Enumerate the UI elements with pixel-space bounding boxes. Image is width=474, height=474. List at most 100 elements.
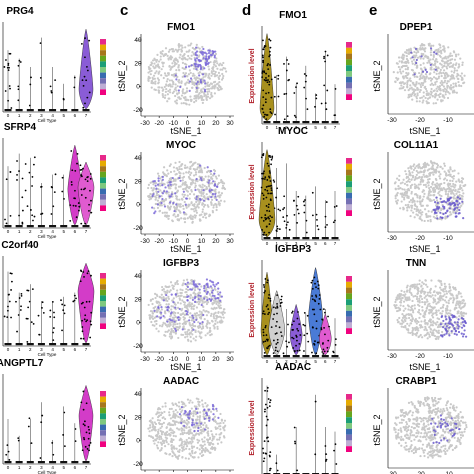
legend-d-swatch: [346, 198, 352, 205]
legend-d-swatch: [346, 71, 352, 77]
cell-dot: [263, 457, 266, 460]
cell-point-grey: [412, 54, 416, 57]
y-axis-label: Expression level: [249, 48, 256, 103]
cell-point-expressing: [157, 306, 160, 309]
cell-point-grey: [445, 65, 448, 68]
cell-point-grey: [178, 444, 181, 447]
cell-point-grey: [443, 324, 446, 327]
cell-point-expressing: [195, 318, 198, 321]
cell-point-grey: [219, 68, 222, 71]
cell-dot: [276, 294, 279, 297]
cell-point-grey: [153, 421, 156, 424]
cell-point-expressing: [174, 327, 177, 331]
cell-dot: [280, 335, 283, 337]
cell-point-grey: [183, 440, 186, 443]
cell-point-grey: [170, 407, 173, 410]
cell-point-grey: [166, 100, 169, 103]
cell-point-grey: [168, 97, 171, 100]
cell-point-grey: [187, 431, 190, 435]
cell-point-grey: [204, 74, 207, 77]
cell-point-grey: [204, 300, 208, 303]
cell-point-grey: [193, 74, 196, 77]
baseline-bar: [37, 109, 45, 112]
cell-point-grey: [450, 54, 454, 57]
cell-dot: [8, 300, 11, 303]
cell-point-grey: [419, 202, 422, 206]
cell-point-grey: [211, 95, 214, 98]
cell-point-grey: [439, 46, 442, 49]
cell-point-expressing: [171, 176, 174, 180]
cell-point-grey: [418, 297, 421, 300]
cell-dot: [285, 224, 288, 226]
cell-point-grey: [402, 304, 405, 308]
cell-dot: [71, 169, 74, 172]
cell-dot: [322, 353, 325, 355]
cell-point-grey: [176, 59, 179, 62]
cell-point-grey: [201, 45, 204, 49]
cell-point-expressing: [205, 52, 208, 55]
cell-point-grey: [184, 457, 187, 460]
x-tick-label: -10: [443, 235, 453, 242]
cell-dot: [83, 306, 86, 309]
cell-point-expressing: [191, 421, 194, 424]
cell-point-grey: [397, 65, 400, 69]
cell-point-grey: [448, 173, 451, 176]
cell-point-grey: [440, 297, 443, 300]
cell-point-grey: [444, 309, 448, 312]
cell-point-grey: [171, 219, 174, 222]
cell-point-grey: [219, 304, 222, 307]
cell-dot: [269, 215, 272, 217]
cell-point-grey: [415, 51, 418, 55]
cell-point-grey: [405, 55, 408, 58]
cell-point-grey: [194, 90, 198, 94]
cell-point-grey: [175, 183, 178, 186]
cell-point-grey: [410, 209, 413, 212]
cell-dot: [17, 99, 20, 102]
y-axis-label: tSNE_2: [117, 178, 127, 209]
cell-point-grey: [198, 416, 201, 419]
cell-dot: [303, 211, 306, 214]
cell-point-grey: [160, 182, 163, 185]
cell-point-grey: [450, 207, 453, 210]
cell-point-grey: [178, 454, 181, 457]
cell-point-expressing: [153, 309, 156, 312]
cell-point-grey: [195, 397, 198, 400]
cell-point-grey: [418, 299, 421, 302]
cell-dot: [291, 310, 294, 313]
cell-dot: [311, 287, 314, 290]
cell-point-grey: [216, 427, 219, 430]
cell-point-grey: [405, 71, 408, 75]
cell-point-expressing: [195, 198, 198, 201]
cell-point-grey: [439, 92, 442, 95]
cell-point-grey: [419, 215, 422, 218]
legend-d-swatch: [346, 175, 352, 182]
cell-point-grey: [175, 447, 178, 450]
cell-point-expressing: [197, 426, 200, 430]
cell-dot: [81, 330, 84, 333]
x-axis-label: Cell Type: [38, 352, 57, 357]
cell-point-expressing: [456, 206, 459, 209]
cell-point-grey: [408, 173, 411, 177]
cell-point-grey: [206, 319, 209, 322]
cell-point-grey: [402, 76, 405, 79]
cell-point-grey: [400, 56, 403, 59]
cell-point-grey: [431, 94, 434, 98]
cell-dot: [267, 398, 270, 400]
cell-point-grey: [190, 319, 193, 322]
x-tick-label: -30: [140, 356, 150, 363]
legend-b-swatch: [100, 155, 106, 161]
cell-point-grey: [196, 163, 200, 166]
cell-point-grey: [193, 100, 196, 104]
cell-point-grey: [174, 173, 177, 176]
cell-point-grey: [202, 76, 205, 79]
cell-point-grey: [151, 82, 155, 85]
cell-point-grey: [198, 166, 201, 169]
cell-dot: [38, 333, 41, 336]
cell-dot: [73, 86, 76, 89]
cell-point-grey: [214, 447, 217, 450]
cell-dot: [283, 220, 286, 223]
cell-point-expressing: [152, 180, 155, 183]
cell-dot: [69, 204, 72, 207]
cell-point-grey: [209, 60, 212, 64]
cell-dot: [3, 315, 6, 318]
